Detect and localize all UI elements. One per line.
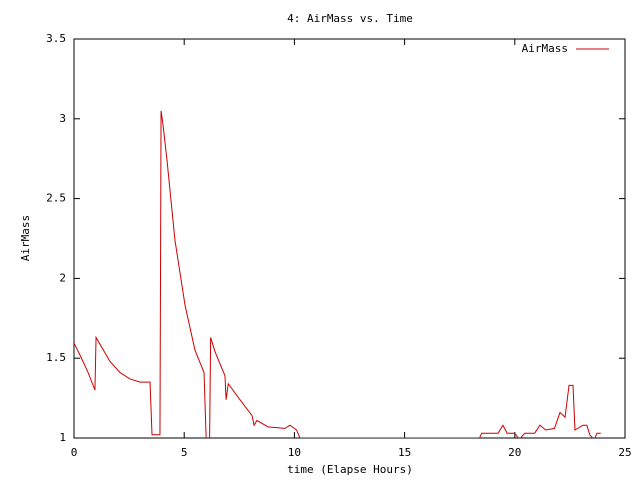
y-tick-label: 3: [59, 112, 66, 125]
x-tick-label: 15: [398, 446, 411, 459]
x-axis-label: time (Elapse Hours): [287, 463, 413, 476]
x-tick-label: 25: [618, 446, 631, 459]
x-tick-label: 0: [71, 446, 78, 459]
chart-title: 4: AirMass vs. Time: [287, 12, 413, 25]
x-tick-label: 10: [288, 446, 301, 459]
y-tick-label: 1.5: [46, 351, 66, 364]
y-axis-label: AirMass: [19, 215, 32, 261]
x-tick-label: 5: [181, 446, 188, 459]
y-tick-label: 2: [59, 271, 66, 284]
legend-label: AirMass: [522, 42, 568, 55]
y-tick-label: 2.5: [46, 192, 66, 205]
y-tick-label: 3.5: [46, 32, 66, 45]
x-tick-label: 20: [508, 446, 521, 459]
data-line: [74, 110, 601, 438]
y-tick-label: 1: [59, 431, 66, 444]
